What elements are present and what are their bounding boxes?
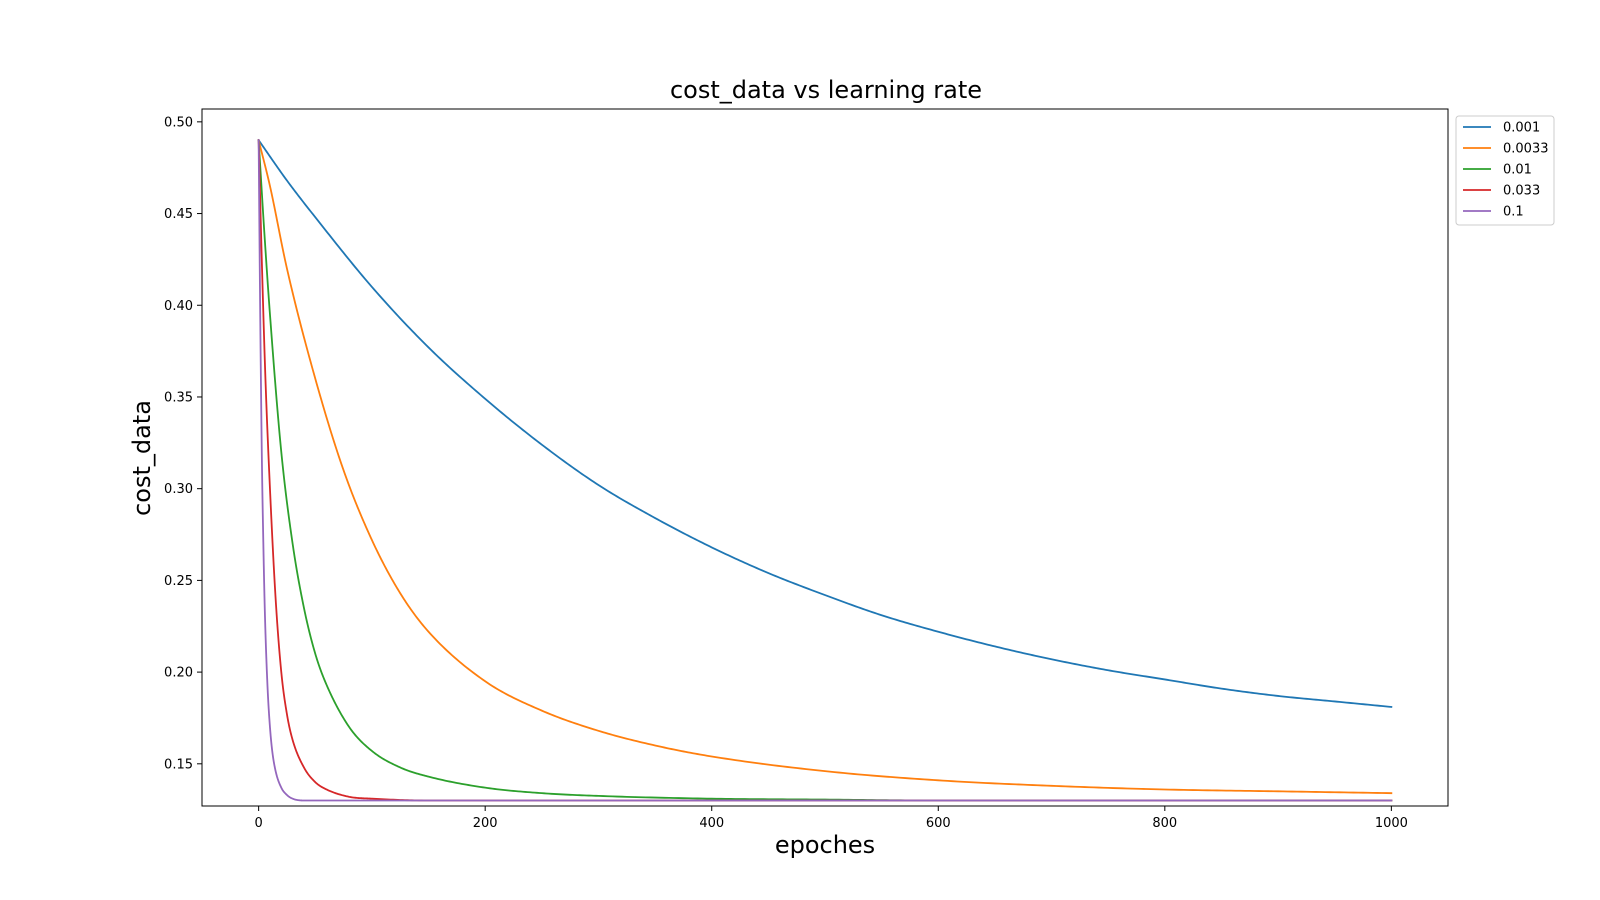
series-line-4 xyxy=(257,139,1393,802)
y-tick-label: 0.50 xyxy=(164,115,193,130)
x-tick-label: 0 xyxy=(254,816,262,831)
x-axis-ticks: 0 200 400 600 800 1000 xyxy=(254,806,1408,831)
legend-items: 0.001 0.0033 0.01 0.033 0.1 xyxy=(1463,121,1549,220)
chart-title: cost_data vs learning rate xyxy=(670,76,982,104)
y-tick-label: 0.15 xyxy=(164,757,193,772)
x-axis-title: epoches xyxy=(775,831,875,859)
x-tick-label: 800 xyxy=(1152,816,1177,831)
legend-frame xyxy=(1455,115,1555,226)
x-tick-label: 1000 xyxy=(1375,816,1408,831)
legend-label-4: 0.1 xyxy=(1503,205,1524,220)
legend-label-0: 0.001 xyxy=(1503,121,1540,136)
series-line-0 xyxy=(257,138,1393,708)
series-line-3 xyxy=(257,139,1393,802)
y-tick-label: 0.35 xyxy=(164,390,193,405)
plot-area: 0 200 400 600 800 1000 0.150.200.250.300.350.… xyxy=(164,108,1449,831)
x-tick-label: 400 xyxy=(699,816,724,831)
x-tick-label: 600 xyxy=(926,816,951,831)
legend-label-3: 0.033 xyxy=(1503,184,1540,199)
y-tick-label: 0.40 xyxy=(164,299,193,314)
plot-frame xyxy=(201,108,1449,807)
legend-label-2: 0.01 xyxy=(1503,163,1532,178)
series-layer xyxy=(257,138,1393,802)
series-line-2 xyxy=(257,139,1393,802)
y-tick-label: 0.45 xyxy=(164,207,193,222)
y-tick-label: 0.25 xyxy=(164,574,193,589)
legend: 0.001 0.0033 0.01 0.033 0.1 xyxy=(1455,115,1555,226)
legend-label-1: 0.0033 xyxy=(1503,142,1549,157)
x-tick-label: 200 xyxy=(473,816,498,831)
series-line-1 xyxy=(257,139,1393,795)
y-axis-ticks: 0.15 0.20 0.25 0.30 0.35 0.40 0.45 0.50 xyxy=(164,115,202,772)
y-tick-label: 0.20 xyxy=(164,666,193,681)
y-tick-label: 0.30 xyxy=(164,482,193,497)
y-axis-title: cost_data xyxy=(128,400,156,516)
